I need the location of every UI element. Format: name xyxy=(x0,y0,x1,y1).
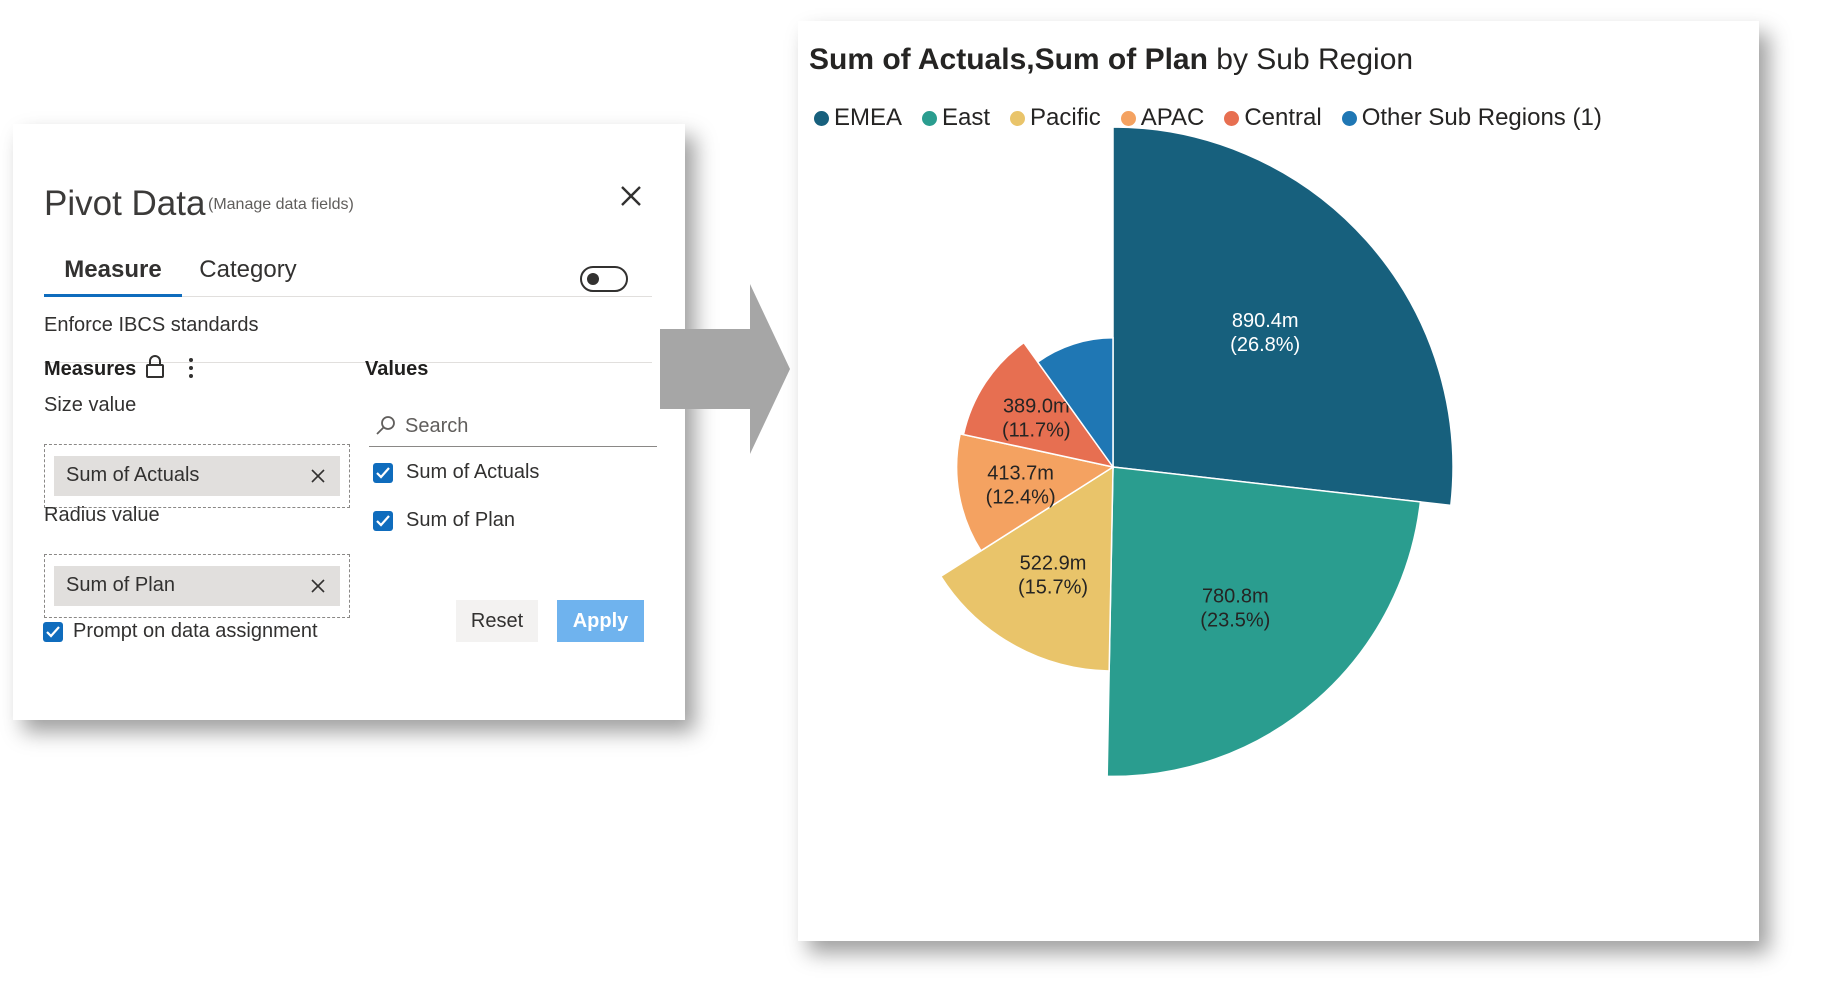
legend-marker xyxy=(922,110,938,126)
legend-label: Other Sub Regions (1) xyxy=(1361,104,1602,131)
measures-heading: Measures xyxy=(44,358,137,380)
size-value-chip[interactable]: Sum of Actuals xyxy=(54,456,340,496)
legend-item[interactable]: Other Sub Regions (1) xyxy=(1341,104,1602,132)
size-value-dropzone[interactable]: Sum of Actuals xyxy=(44,444,350,508)
slice-value-label: 522.9m xyxy=(1020,553,1087,575)
chart-legend: EMEA East Pacific APAC Central Other Sub Regi… xyxy=(814,103,1622,133)
sum-of-plan-label: Sum of Plan xyxy=(406,509,515,531)
legend-item[interactable]: Central xyxy=(1224,104,1322,132)
prompt-label: Prompt on data assignment xyxy=(73,620,318,642)
size-value-label: Size value xyxy=(44,394,137,416)
more-vertical-icon[interactable] xyxy=(187,356,195,380)
values-heading: Values xyxy=(365,358,429,380)
pivot-data-dialog: Pivot Data (Manage data fields) Measure … xyxy=(13,124,685,720)
slice-value-label: 780.8m xyxy=(1202,586,1269,608)
sum-of-actuals-checkbox[interactable] xyxy=(373,463,393,483)
slice-value-label: 389.0m xyxy=(1003,396,1070,418)
legend-label: East xyxy=(942,104,991,131)
chart-card: Sum of Actuals,Sum of Plan by Sub Region… xyxy=(798,21,1759,941)
remove-icon[interactable] xyxy=(310,468,326,484)
reset-button[interactable]: Reset xyxy=(456,600,538,642)
tab-category[interactable]: Category xyxy=(199,256,297,283)
checkmark-icon xyxy=(376,467,390,479)
sum-of-plan-checkbox[interactable] xyxy=(373,511,393,531)
sum-of-actuals-label: Sum of Actuals xyxy=(406,461,540,483)
legend-item[interactable]: EMEA xyxy=(814,104,902,132)
size-value-chip-label: Sum of Actuals xyxy=(66,464,200,486)
apply-button[interactable]: Apply xyxy=(557,600,644,642)
close-button[interactable] xyxy=(613,178,649,214)
checkmark-icon xyxy=(376,515,390,527)
legend-marker xyxy=(1341,110,1357,126)
slice-value-label: 413.7m xyxy=(987,462,1054,484)
chart-title-measures: Sum of Actuals,Sum of Plan xyxy=(809,43,1208,76)
ibcs-label: Enforce IBCS standards xyxy=(44,314,259,336)
legend-item[interactable]: Pacific xyxy=(1010,104,1101,132)
search-icon xyxy=(376,416,395,435)
dialog-tabs: Measure Category xyxy=(44,256,652,297)
pie-slice[interactable] xyxy=(1112,126,1454,507)
pie-slice[interactable] xyxy=(1106,466,1422,778)
ibcs-toggle[interactable] xyxy=(580,266,628,292)
slice-percent-label: (23.5%) xyxy=(1200,610,1270,632)
radius-value-label: Radius value xyxy=(44,504,160,526)
values-search-input[interactable] xyxy=(403,410,647,442)
legend-marker xyxy=(1120,110,1136,126)
toggle-knob xyxy=(587,273,599,285)
chart-title-rest: by Sub Region xyxy=(1207,43,1414,76)
slice-value-label: 890.4m xyxy=(1232,310,1299,332)
prompt-checkbox[interactable] xyxy=(43,622,63,642)
right-arrow-icon xyxy=(660,284,790,454)
pie-slice[interactable] xyxy=(955,432,1115,552)
slice-percent-label: (11.7%) xyxy=(1002,420,1071,442)
pie-slice[interactable] xyxy=(939,465,1114,672)
pie-slice[interactable] xyxy=(1036,337,1114,470)
remove-icon[interactable] xyxy=(310,578,326,594)
slice-percent-label: (15.7%) xyxy=(1018,577,1088,599)
tab-measure[interactable]: Measure xyxy=(44,256,182,297)
dialog-title: Pivot Data xyxy=(44,184,206,223)
dialog-subtitle: (Manage data fields) xyxy=(208,196,354,213)
chart-title: Sum of Actuals,Sum of Plan by Sub Region xyxy=(809,43,1413,77)
legend-item[interactable]: APAC xyxy=(1120,104,1205,132)
variable-radius-pie-chart: 890.4m(26.8%) 780.8m(23.5%) 522.9m(15.7%) 4… xyxy=(939,126,1454,778)
legend-label: Central xyxy=(1244,104,1322,131)
legend-item[interactable]: East xyxy=(922,104,990,132)
lock-icon[interactable] xyxy=(145,354,165,380)
checkmark-icon xyxy=(46,626,60,638)
close-icon xyxy=(621,186,641,206)
values-search xyxy=(369,406,657,447)
ibcs-row: Enforce IBCS standards xyxy=(44,296,652,363)
radius-value-dropzone[interactable]: Sum of Plan xyxy=(44,554,350,618)
legend-label: APAC xyxy=(1140,104,1205,131)
legend-marker xyxy=(814,110,829,126)
radius-value-chip-label: Sum of Plan xyxy=(66,574,175,596)
slice-percent-label: (12.4%) xyxy=(986,486,1056,508)
legend-marker xyxy=(1010,110,1026,126)
slice-percent-label: (26.8%) xyxy=(1230,334,1300,356)
radius-value-chip[interactable]: Sum of Plan xyxy=(54,566,340,606)
legend-marker xyxy=(1224,110,1240,126)
legend-label: EMEA xyxy=(834,104,903,131)
legend-label: Pacific xyxy=(1030,104,1101,131)
pie-slice[interactable] xyxy=(962,341,1115,469)
